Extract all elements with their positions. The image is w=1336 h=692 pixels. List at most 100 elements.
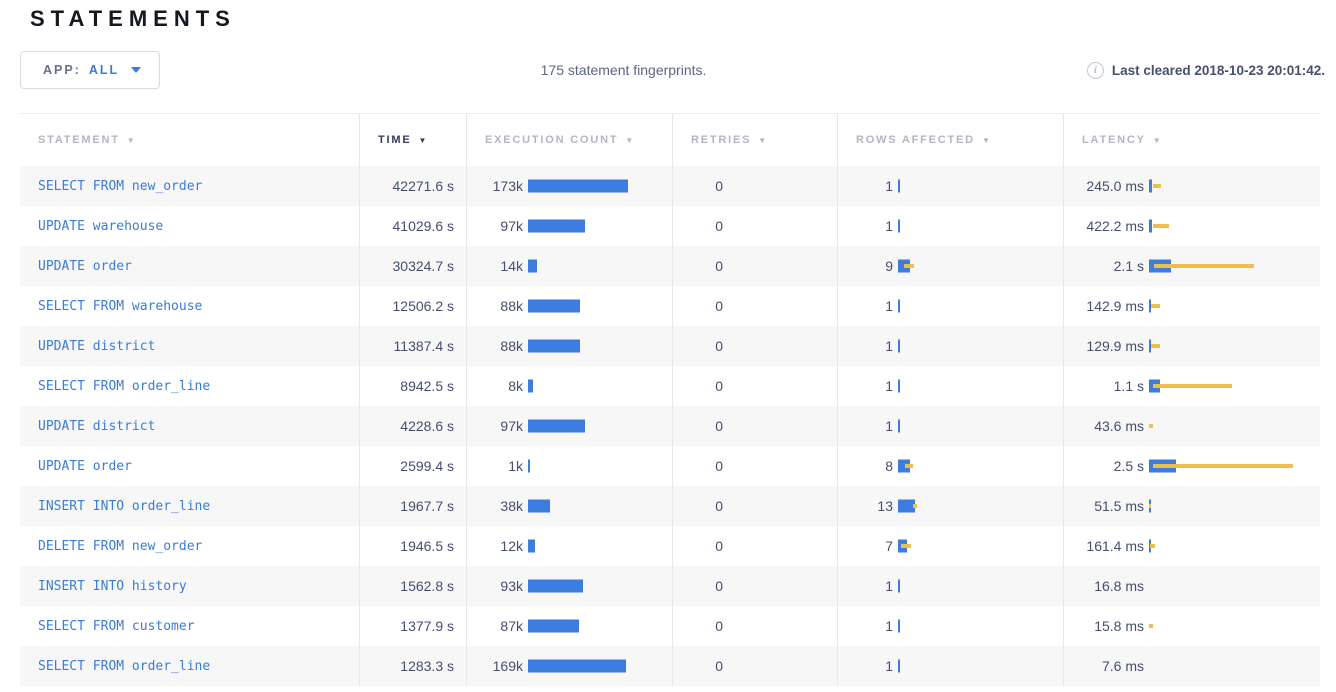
column-header-latency[interactable]: LATENCY ▼ (1064, 114, 1320, 166)
time-cell: 1946.5 s (360, 526, 467, 566)
time-cell: 11387.4 s (360, 326, 467, 366)
rows-affected-cell: 9 (838, 246, 1064, 286)
time-value: 11387.4 s (393, 338, 454, 354)
statement-cell: UPDATE order (20, 446, 360, 486)
column-header-rows-affected[interactable]: ROWS AFFECTED ▼ (838, 114, 1064, 166)
statement-link[interactable]: UPDATE order (38, 258, 132, 274)
rows-affected-value: 1 (885, 298, 893, 314)
rows-affected-value: 1 (885, 218, 893, 234)
retries-cell: 0 (673, 526, 838, 566)
rows-affected-cell: 1 (838, 206, 1064, 246)
last-cleared: i Last cleared 2018-10-23 20:01:42. (1086, 61, 1325, 79)
time-cell: 30324.7 s (360, 246, 467, 286)
retries-value: 0 (715, 578, 723, 594)
statement-link[interactable]: UPDATE district (38, 418, 156, 434)
statement-link[interactable]: SELECT FROM order_line (38, 378, 211, 394)
statement-link[interactable]: UPDATE order (38, 458, 132, 474)
time-value: 1562.8 s (400, 578, 454, 594)
retries-cell: 0 (673, 646, 838, 686)
time-cell: 1377.9 s (360, 606, 467, 646)
sort-arrow-icon: ▼ (625, 135, 636, 145)
statement-link[interactable]: INSERT INTO order_line (38, 498, 211, 514)
statement-link[interactable]: SELECT FROM warehouse (38, 298, 203, 314)
latency-bar (1149, 577, 1320, 595)
rows-affected-value: 1 (885, 658, 893, 674)
column-header-retries[interactable]: RETRIES ▼ (673, 114, 838, 166)
statement-link[interactable]: DELETE FROM new_order (38, 538, 203, 554)
statements-table: STATEMENT ▼ TIME ▼ EXECUTION COUNT ▼ RETRIES ▼ R… (20, 113, 1320, 686)
execution-count-value: 97k (500, 218, 523, 234)
app-filter-dropdown[interactable]: APP: ALL (20, 51, 161, 89)
table-row: INSERT INTO history 1562.8 s 93k 0 1 16.8 ms (20, 566, 1320, 606)
retries-value: 0 (715, 618, 723, 634)
retries-cell: 0 (673, 566, 838, 606)
info-icon[interactable]: i (1086, 61, 1104, 79)
statement-link[interactable]: SELECT FROM new_order (38, 178, 203, 194)
retries-value: 0 (715, 338, 723, 354)
execution-count-value: 88k (500, 298, 523, 314)
execution-count-cell: 88k (467, 326, 673, 366)
latency-cell: 7.6 ms (1064, 646, 1320, 686)
latency-cell: 2.5 s (1064, 446, 1320, 486)
latency-bar-mean (1149, 219, 1152, 233)
statement-link[interactable]: UPDATE warehouse (38, 218, 164, 234)
table-row: INSERT INTO order_line 1967.7 s 38k 0 13 51.5… (20, 486, 1320, 526)
time-value: 41029.6 s (392, 218, 455, 234)
retries-value: 0 (715, 258, 723, 274)
execution-count-bar (528, 617, 672, 635)
execution-count-value: 97k (500, 418, 523, 434)
time-value: 12506.2 s (392, 298, 455, 314)
latency-bar (1149, 177, 1320, 195)
latency-bar-stddev (1151, 344, 1160, 348)
time-value: 2599.4 s (400, 458, 454, 474)
statement-link[interactable]: SELECT FROM customer (38, 618, 195, 634)
rows-affected-bar-mean (898, 219, 900, 233)
latency-bar (1149, 377, 1320, 395)
time-cell: 41029.6 s (360, 206, 467, 246)
rows-affected-cell: 1 (838, 566, 1064, 606)
retries-cell: 0 (673, 206, 838, 246)
statement-link[interactable]: INSERT INTO history (38, 578, 187, 594)
latency-value: 129.9 ms (1086, 338, 1144, 354)
column-header-time[interactable]: TIME ▼ (360, 114, 467, 166)
latency-value: 422.2 ms (1086, 218, 1144, 234)
latency-value: 142.9 ms (1086, 298, 1144, 314)
latency-bar (1149, 217, 1320, 235)
execution-count-value: 87k (500, 618, 523, 634)
rows-affected-value: 7 (885, 538, 893, 554)
rows-affected-cell: 8 (838, 446, 1064, 486)
execution-count-bar (528, 457, 672, 475)
statement-cell: INSERT INTO order_line (20, 486, 360, 526)
latency-value: 2.5 s (1113, 458, 1144, 474)
column-label: TIME (378, 134, 412, 146)
execution-count-bar-mean (528, 379, 533, 393)
time-cell: 42271.6 s (360, 166, 467, 206)
execution-count-value: 14k (500, 258, 523, 274)
rows-affected-bar (898, 417, 1063, 435)
latency-bar-stddev (1153, 464, 1293, 468)
column-header-execution-count[interactable]: EXECUTION COUNT ▼ (467, 114, 673, 166)
table-row: UPDATE warehouse 41029.6 s 97k 0 1 422.2 ms (20, 206, 1320, 246)
time-value: 1967.7 s (400, 498, 454, 514)
column-label: RETRIES (691, 134, 752, 146)
column-header-statement[interactable]: STATEMENT ▼ (20, 114, 360, 166)
latency-bar-stddev (1149, 424, 1153, 428)
fingerprint-summary: 175 statement fingerprints. (540, 62, 707, 78)
latency-bar (1149, 337, 1320, 355)
retries-cell: 0 (673, 406, 838, 446)
rows-affected-cell: 1 (838, 326, 1064, 366)
rows-affected-value: 13 (877, 498, 893, 514)
statement-link[interactable]: SELECT FROM order_line (38, 658, 211, 674)
column-label: ROWS AFFECTED (856, 134, 975, 146)
toolbar: APP: ALL 175 statement fingerprints. i L… (20, 48, 1325, 92)
rows-affected-bar-stddev (913, 504, 917, 508)
statement-link[interactable]: UPDATE district (38, 338, 156, 354)
latency-cell: 43.6 ms (1064, 406, 1320, 446)
execution-count-bar-mean (528, 579, 583, 593)
rows-affected-cell: 1 (838, 286, 1064, 326)
execution-count-bar (528, 657, 672, 675)
retries-value: 0 (715, 378, 723, 394)
rows-affected-bar (898, 337, 1063, 355)
retries-value: 0 (715, 458, 723, 474)
